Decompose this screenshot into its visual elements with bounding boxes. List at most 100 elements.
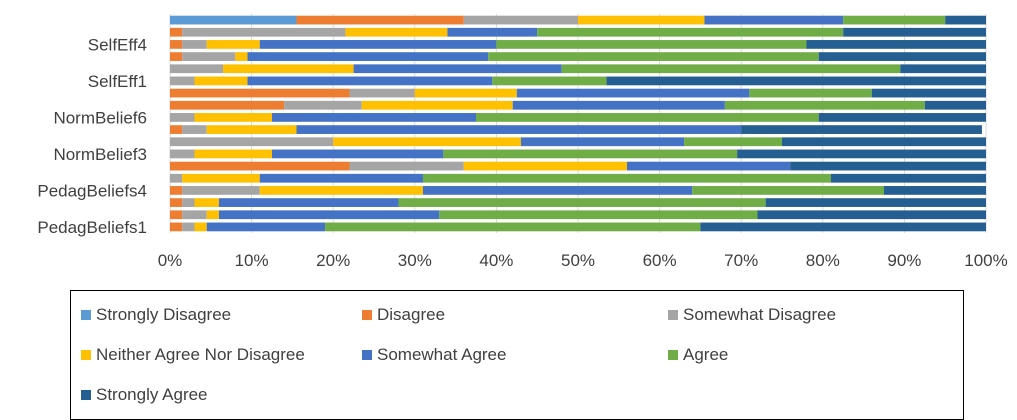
bar-segment <box>422 173 831 183</box>
bar-segment <box>206 40 260 49</box>
y-tick-label: PedagBeliefs1 <box>37 218 147 237</box>
bars <box>170 15 986 232</box>
bar-segment <box>296 15 464 25</box>
bar-segment <box>259 173 423 183</box>
bar-segment <box>194 222 207 232</box>
bar-segment <box>218 198 399 207</box>
bar-segment <box>170 76 195 86</box>
bar-segment <box>626 161 791 171</box>
bar-segment <box>765 198 986 207</box>
legend-label: Somewhat Disagree <box>683 305 837 324</box>
bar-segment <box>700 222 986 232</box>
bar-segment <box>843 15 946 25</box>
bar-segment <box>206 222 326 232</box>
bar-segment <box>325 222 701 232</box>
bar-segment <box>684 137 782 147</box>
bar-segment <box>247 76 493 86</box>
bar-segment <box>492 76 607 86</box>
bar-segment <box>182 198 195 207</box>
bar-segment <box>361 100 513 110</box>
bar-segment <box>170 100 285 110</box>
legend-item: Agree <box>668 345 728 365</box>
bar-segment <box>578 15 705 25</box>
bar-segment <box>439 210 758 220</box>
bar-segment <box>206 125 297 134</box>
legend: Strongly Disagree Disagree Somewhat Disagr… <box>70 290 964 420</box>
bar-segment <box>737 149 986 159</box>
bar-segment <box>345 27 448 37</box>
bar-segment <box>749 88 872 98</box>
legend-swatch <box>81 390 91 400</box>
x-tick-label: 80% <box>806 251 840 270</box>
x-tick-label: 60% <box>643 251 677 270</box>
legend-item: Strongly Agree <box>81 385 208 405</box>
stacked-bar-chart: PedagBeliefs1 PedagBeliefs4 NormBelief3 Nor… <box>37 14 1008 270</box>
bar-segment <box>945 15 986 25</box>
bar-segment <box>900 64 986 74</box>
y-axis-labels: PedagBeliefs1 PedagBeliefs4 NormBelief3 Nor… <box>37 35 147 237</box>
bar-segment <box>170 149 195 159</box>
bar-segment <box>170 222 183 232</box>
bar-segment <box>247 52 489 61</box>
bar-segment <box>170 40 183 49</box>
bar-segment <box>194 76 248 86</box>
x-tick-label: 30% <box>398 251 432 270</box>
y-tick-label: PedagBeliefs4 <box>37 181 147 200</box>
bar-segment <box>884 186 986 195</box>
bar-segment <box>818 113 986 122</box>
legend-label: Somewhat Agree <box>377 345 507 364</box>
legend-swatch <box>362 310 372 320</box>
bar-segment <box>272 113 476 122</box>
bar-segment <box>182 173 260 183</box>
bar-segment <box>520 137 685 147</box>
y-tick-label: NormBelief3 <box>53 145 147 164</box>
bar-segment <box>182 186 260 195</box>
legend-label: Agree <box>683 345 729 364</box>
bar-segment <box>447 27 538 37</box>
bar-segment <box>512 100 725 110</box>
x-tick-label: 0% <box>158 251 183 270</box>
legend-swatch <box>668 350 678 360</box>
gridlines <box>169 14 987 233</box>
bar-segment <box>476 113 819 122</box>
x-tick-label: 100% <box>964 251 1007 270</box>
bar-segment <box>296 125 742 134</box>
x-axis-labels: 0% 10% 20% 30% 40% 50% 60% 70% 80% 90% 100% <box>158 251 1008 270</box>
bar-segment <box>463 15 578 25</box>
bar-segment <box>790 161 986 171</box>
bar-segment <box>757 210 986 220</box>
bar-segment <box>170 15 297 25</box>
x-tick-label: 90% <box>887 251 921 270</box>
bar-segment <box>235 52 248 61</box>
bar-segment <box>170 186 183 195</box>
bar-segment <box>871 88 986 98</box>
legend-item: Disagree <box>362 305 445 325</box>
bar-segment <box>194 113 272 122</box>
bar-segment <box>398 198 766 207</box>
bar-segment <box>463 161 627 171</box>
x-tick-label: 10% <box>235 251 269 270</box>
x-tick-label: 50% <box>561 251 595 270</box>
bar-segment <box>443 149 738 159</box>
bar-segment <box>516 88 750 98</box>
bar-segment <box>194 198 219 207</box>
bar-segment <box>537 27 844 37</box>
bar-segment <box>843 27 986 37</box>
bar-segment <box>182 27 346 37</box>
y-tick-label: NormBelief6 <box>53 108 147 127</box>
x-tick-label: 40% <box>479 251 513 270</box>
bar-segment <box>182 40 207 49</box>
bar-segment <box>182 222 195 232</box>
legend-swatch <box>668 310 678 320</box>
bar-segment <box>259 186 423 195</box>
bar-segment <box>806 40 986 49</box>
bar-segment <box>206 210 219 220</box>
legend-swatch <box>81 350 91 360</box>
bar-segment <box>272 149 444 159</box>
bar-segment <box>284 100 362 110</box>
bar-segment <box>349 161 464 171</box>
legend-label: Neither Agree Nor Disagree <box>96 345 305 364</box>
bar-segment <box>414 88 517 98</box>
bar-segment <box>692 186 884 195</box>
bar-segment <box>170 198 183 207</box>
